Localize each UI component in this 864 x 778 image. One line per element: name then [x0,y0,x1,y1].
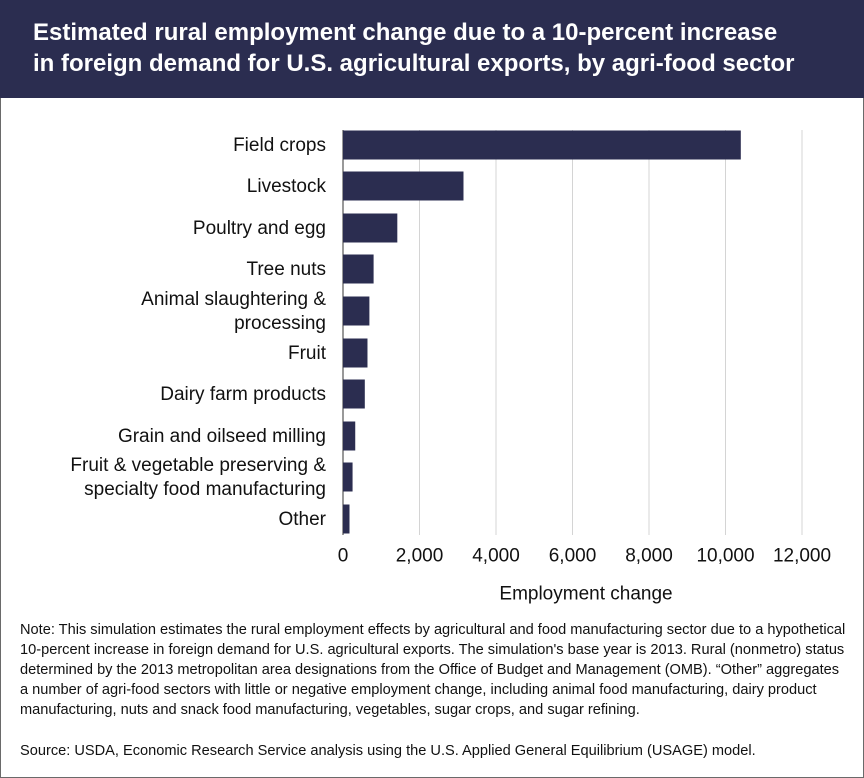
title-banner: Estimated rural employment change due to… [0,0,864,98]
category-label: Fruit & vegetable preserving & specialty … [70,455,326,500]
bar [343,213,398,243]
category-label-line: processing [234,313,326,334]
chart-note: Note: This simulation estimates the rura… [20,622,846,718]
chart-title-line-2: in foreign demand for U.S. agricultural … [33,50,795,77]
category-label-line: Animal slaughtering & [141,289,326,310]
category-label: Other [278,509,326,530]
bar [343,171,464,201]
bar [343,130,741,160]
x-tick-label: 10,000 [696,546,754,567]
category-label-line: Fruit [288,343,327,364]
x-tick-label: 2,000 [396,546,444,567]
category-label-line: Other [278,509,326,530]
category-label: Tree nuts [246,259,326,280]
x-tick-label: 6,000 [549,546,597,567]
category-label: Livestock [247,176,327,197]
x-axis-label: Employment change [499,584,672,605]
bar-chart: Field crops Livestock Poultry and egg Tree … [70,130,831,605]
bar [343,462,353,492]
category-label-line: Dairy farm products [160,384,326,405]
bar [343,254,374,284]
category-label: Dairy farm products [160,384,326,405]
x-tick-label: 8,000 [625,546,673,567]
x-tick-label: 0 [338,546,349,567]
chart-title: Estimated rural employment change due to… [33,17,833,79]
category-label-line: Livestock [247,176,327,197]
category-label: Animal slaughtering & processing [141,289,326,334]
bar [343,421,356,451]
x-tick-label: 12,000 [773,546,831,567]
bar [343,338,368,368]
category-label: Grain and oilseed milling [118,426,326,447]
category-label: Poultry and egg [193,218,326,239]
category-label-line: Fruit & vegetable preserving & [70,455,326,476]
category-label-line: Field crops [233,135,326,156]
category-label-line: Grain and oilseed milling [118,426,326,447]
bar [343,296,370,326]
category-label: Fruit [288,343,327,364]
category-label-line: specialty food manufacturing [84,479,326,500]
chart-source: Source: USDA, Economic Research Service … [20,743,756,759]
category-label-line: Tree nuts [246,259,326,280]
category-label-line: Poultry and egg [193,218,326,239]
bar [343,379,365,409]
bar [343,504,350,534]
chart-title-line-1: Estimated rural employment change due to… [33,19,778,46]
category-label: Field crops [233,135,326,156]
x-tick-label: 4,000 [472,546,520,567]
